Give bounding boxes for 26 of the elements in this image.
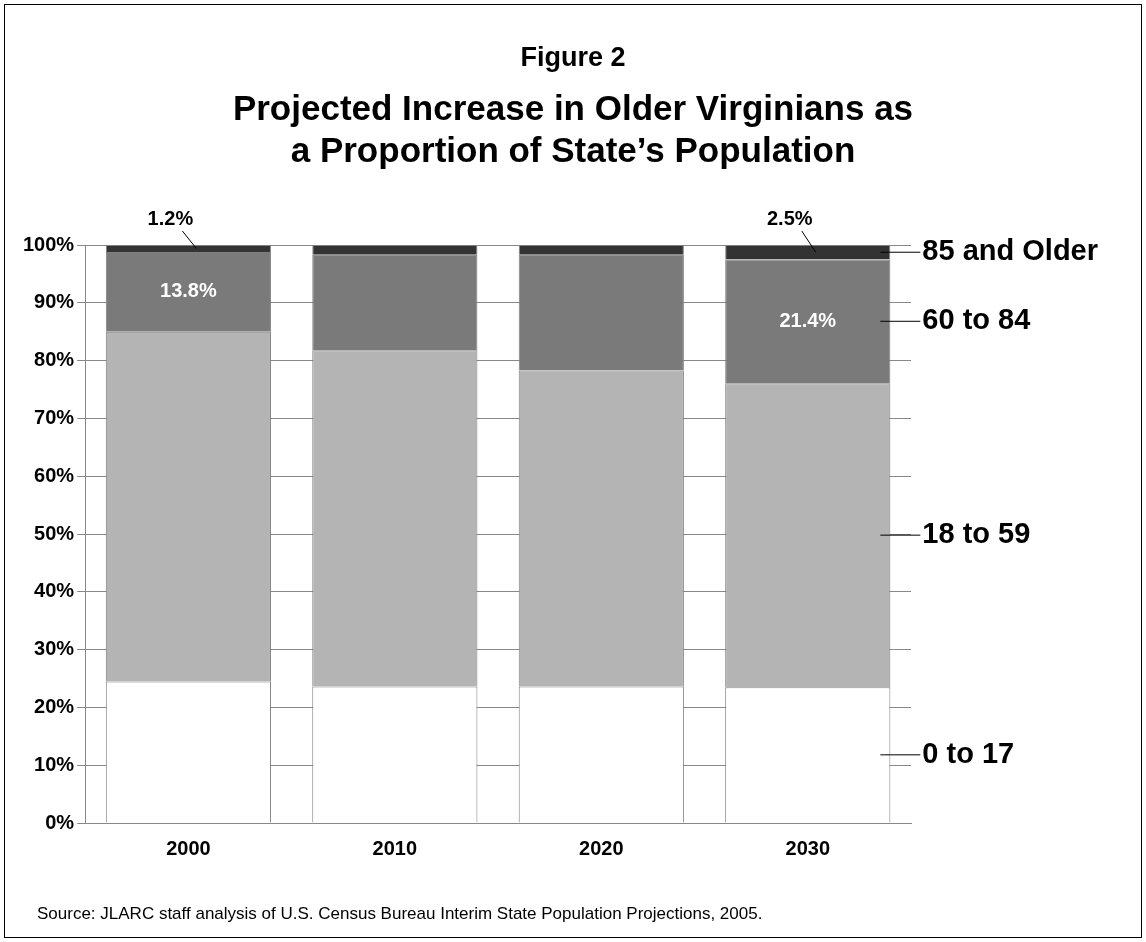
series-label: 85 and Older — [922, 234, 1099, 267]
series-label: 0 to 17 — [922, 736, 1015, 769]
y-tick-label: 20% — [34, 694, 75, 717]
y-tick-label: 30% — [34, 637, 75, 660]
series-label: 18 to 59 — [922, 517, 1031, 550]
data-label: 1.2% — [147, 206, 194, 229]
x-tick-label: 2010 — [372, 836, 418, 859]
x-tick-label: 2030 — [785, 836, 831, 859]
data-label: 21.4% — [779, 308, 837, 331]
chart-title: Figure 2 — [519, 42, 627, 73]
series-label: 60 to 84 — [922, 303, 1031, 336]
y-tick-label: 40% — [34, 579, 75, 602]
y-tick-label: 90% — [34, 290, 75, 313]
y-tick-label: 80% — [34, 348, 75, 371]
y-tick-label: 70% — [34, 405, 75, 428]
x-tick-label: 2000 — [166, 836, 211, 859]
data-label: 13.8% — [160, 279, 217, 302]
y-tick-label: 0% — [45, 810, 75, 833]
y-tick-label: 100% — [23, 232, 75, 255]
source-note: Source: JLARC staff analysis of U.S. Census Bureau Interim State Population Projections, 2005. — [37, 904, 763, 924]
y-tick-label: 50% — [34, 521, 75, 544]
y-tick-label: 10% — [34, 752, 75, 775]
chart-subtitle: Projected Increase in Older Virginians as a Proportion of State’s Population — [231, 87, 915, 171]
data-label: 2.5% — [766, 206, 813, 229]
y-tick-label: 60% — [34, 463, 75, 486]
x-tick-label: 2020 — [579, 836, 624, 859]
